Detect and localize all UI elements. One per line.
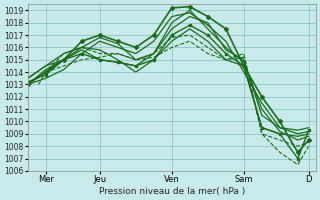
X-axis label: Pression niveau de la mer( hPa ): Pression niveau de la mer( hPa ) <box>99 187 245 196</box>
